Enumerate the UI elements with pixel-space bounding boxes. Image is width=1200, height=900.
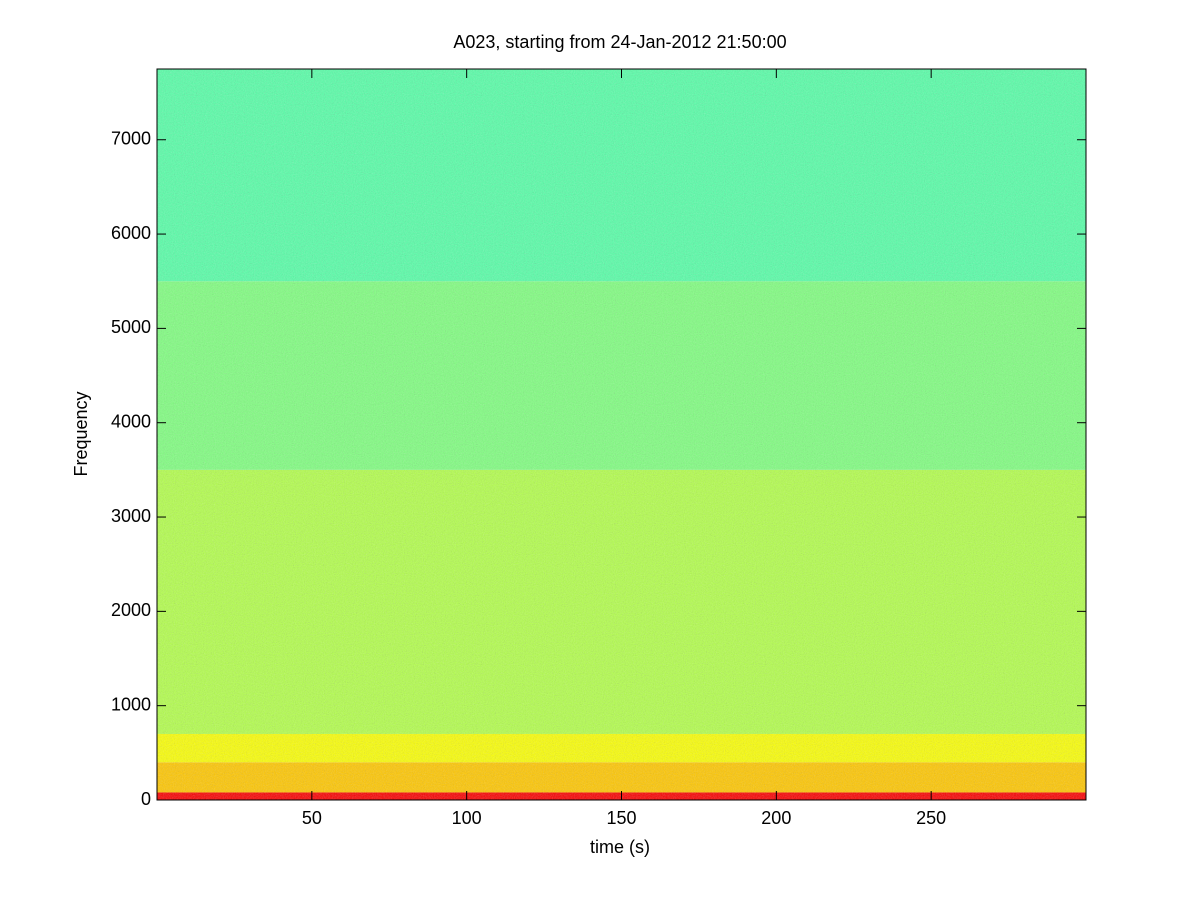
y-tick-label: 3000	[111, 506, 151, 526]
x-tick-label: 50	[302, 808, 322, 828]
y-tick-label: 0	[141, 789, 151, 809]
x-tick-label: 250	[916, 808, 946, 828]
x-axis-label: time (s)	[590, 837, 650, 857]
y-axis-label: Frequency	[71, 391, 91, 476]
y-tick-label: 4000	[111, 411, 151, 431]
y-tick-label: 6000	[111, 223, 151, 243]
y-tick-label: 1000	[111, 694, 151, 714]
x-tick-label: 200	[761, 808, 791, 828]
y-tick-label: 2000	[111, 600, 151, 620]
x-tick-label: 100	[452, 808, 482, 828]
y-tick-label: 5000	[111, 317, 151, 337]
y-tick-label: 7000	[111, 128, 151, 148]
noise-texture	[157, 69, 1086, 800]
chart-title: A023, starting from 24-Jan-2012 21:50:00	[453, 32, 786, 52]
x-tick-label: 150	[606, 808, 636, 828]
